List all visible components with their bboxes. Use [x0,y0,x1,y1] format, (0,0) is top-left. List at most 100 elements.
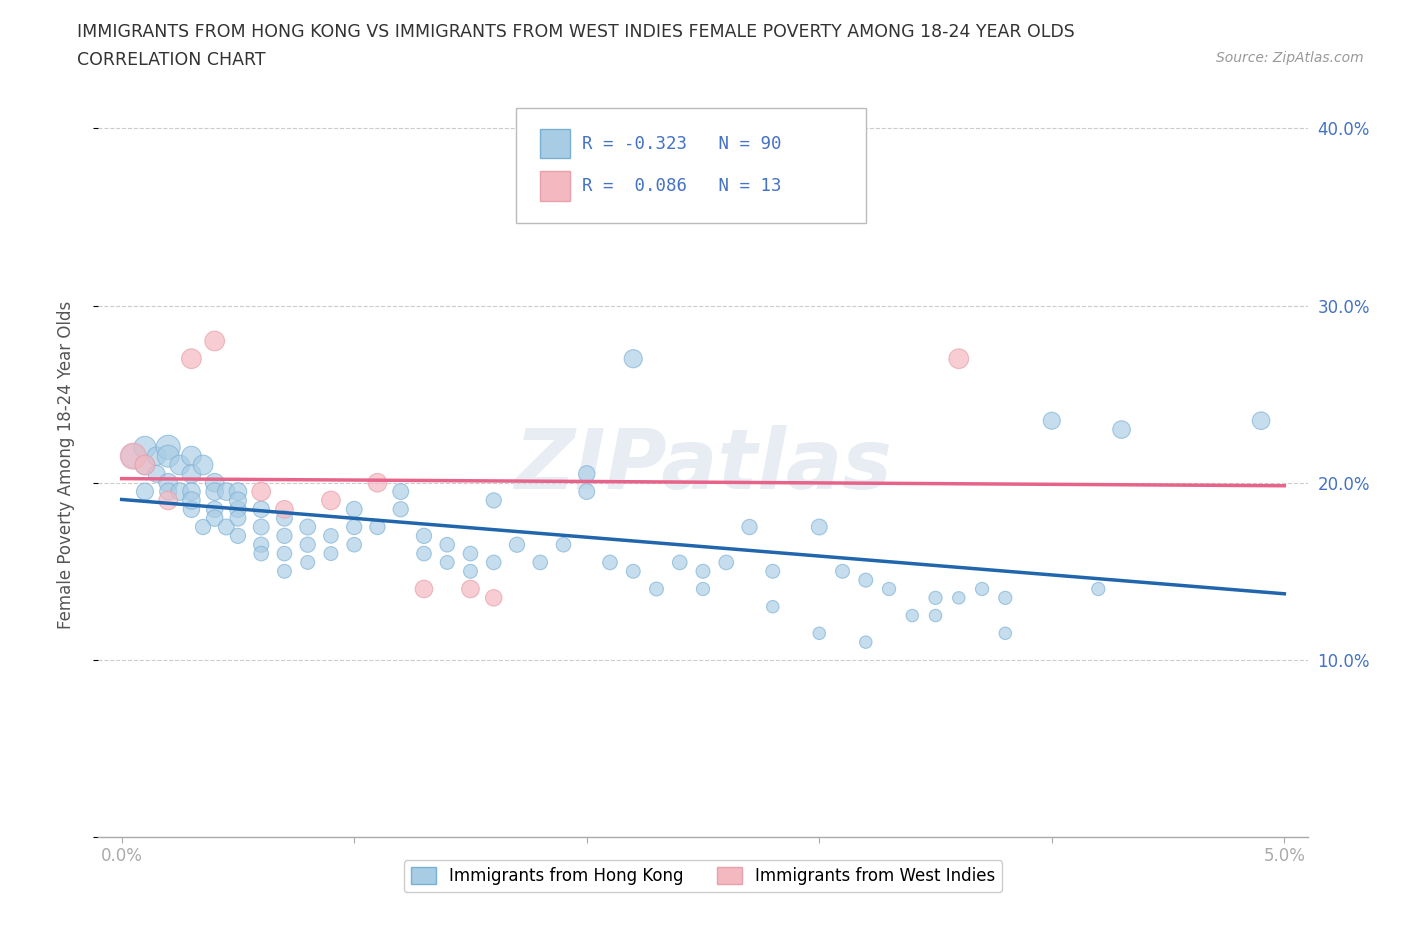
Point [1111,422,1133,437]
Point [762,599,785,614]
Point [157,448,180,463]
Point [366,520,388,535]
Point [901,608,924,623]
Point [460,564,482,578]
Point [413,546,436,561]
Point [157,493,180,508]
Point [924,608,946,623]
FancyBboxPatch shape [516,108,866,223]
Point [157,440,180,455]
Point [762,564,785,578]
Point [436,538,458,552]
FancyBboxPatch shape [540,128,569,158]
Point [599,555,621,570]
Point [180,493,202,508]
Point [808,626,831,641]
Point [319,493,342,508]
Point [343,538,366,552]
Point [460,581,482,596]
Point [621,564,644,578]
Point [319,528,342,543]
Point [506,538,529,552]
Point [226,485,249,499]
Point [482,493,505,508]
Point [226,493,249,508]
Text: R = -0.323   N = 90: R = -0.323 N = 90 [582,135,782,153]
Point [553,538,575,552]
Point [226,511,249,525]
Y-axis label: Female Poverty Among 18-24 Year Olds: Female Poverty Among 18-24 Year Olds [56,301,75,629]
Point [180,502,202,517]
FancyBboxPatch shape [540,171,569,201]
Point [482,591,505,605]
Legend: Immigrants from Hong Kong, Immigrants from West Indies: Immigrants from Hong Kong, Immigrants fr… [404,860,1002,892]
Point [191,458,214,472]
Point [1040,413,1063,428]
Point [145,448,167,463]
Point [204,511,226,525]
Point [180,485,202,499]
Point [297,520,319,535]
Point [122,448,145,463]
Point [250,502,273,517]
Point [994,591,1017,605]
Point [413,581,436,596]
Point [169,485,191,499]
Point [319,546,342,561]
Point [204,334,226,349]
Point [1250,413,1272,428]
Point [460,546,482,561]
Point [215,485,238,499]
Point [250,538,273,552]
Point [668,555,690,570]
Point [273,511,295,525]
Point [1087,581,1109,596]
Point [621,352,644,366]
Point [948,352,970,366]
Point [297,555,319,570]
Point [692,581,714,596]
Point [273,528,295,543]
Point [273,564,295,578]
Point [191,520,214,535]
Point [250,520,273,535]
Point [855,634,877,649]
Point [994,626,1017,641]
Point [645,581,668,596]
Point [273,502,295,517]
Text: IMMIGRANTS FROM HONG KONG VS IMMIGRANTS FROM WEST INDIES FEMALE POVERTY AMONG 18: IMMIGRANTS FROM HONG KONG VS IMMIGRANTS … [77,23,1076,41]
Point [436,555,458,570]
Point [180,467,202,482]
Point [716,555,738,570]
Point [157,485,180,499]
Point [134,440,156,455]
Point [180,352,202,366]
Point [122,448,145,463]
Point [366,475,388,490]
Point [204,475,226,490]
Text: R =  0.086   N = 13: R = 0.086 N = 13 [582,177,782,195]
Text: Source: ZipAtlas.com: Source: ZipAtlas.com [1216,51,1364,65]
Point [250,546,273,561]
Point [169,458,191,472]
Point [226,528,249,543]
Point [180,448,202,463]
Point [343,502,366,517]
Point [575,485,598,499]
Point [970,581,993,596]
Text: CORRELATION CHART: CORRELATION CHART [77,51,266,69]
Point [204,485,226,499]
Point [948,591,970,605]
Point [389,485,412,499]
Point [529,555,551,570]
Point [134,458,156,472]
Point [226,502,249,517]
Point [215,520,238,535]
Point [250,485,273,499]
Point [831,564,853,578]
Point [204,502,226,517]
Point [877,581,900,596]
Point [134,458,156,472]
Point [145,467,167,482]
Point [343,520,366,535]
